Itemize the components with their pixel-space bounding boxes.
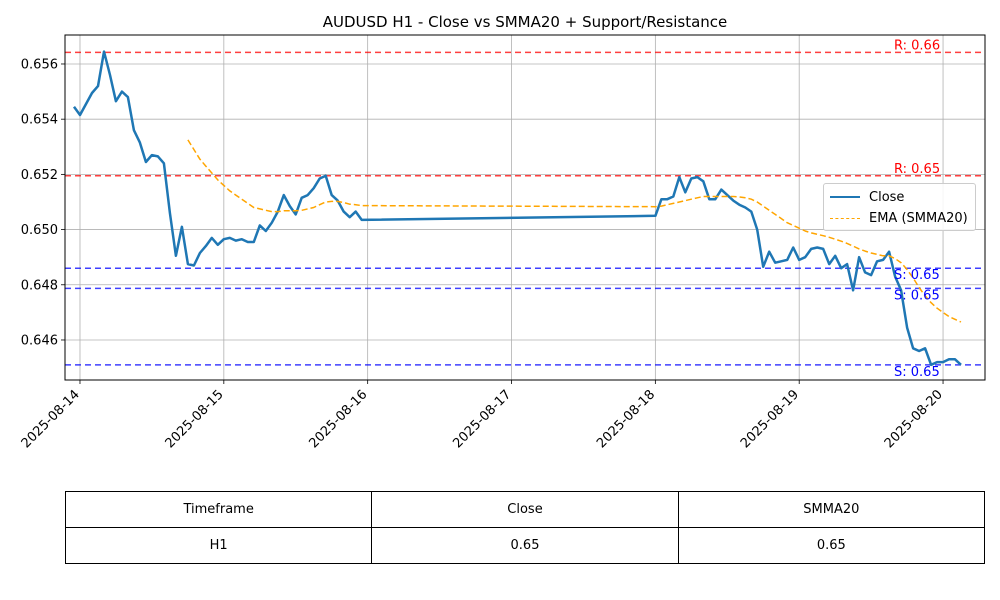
x-tick-label: 2025-08-17 [450, 387, 514, 451]
x-tick-label: 2025-08-19 [738, 387, 802, 451]
y-tick-label: 0.648 [21, 278, 58, 293]
x-axis: 2025-08-14 2025-08-15 2025-08-16 2025-08-17… [19, 380, 946, 451]
y-tick-label: 0.654 [21, 113, 58, 128]
table-header-cell: SMMA20 [677, 491, 986, 528]
x-tick-label: 2025-08-18 [594, 387, 658, 451]
chart-title: AUDUSD H1 - Close vs SMMA20 + Support/Re… [323, 13, 728, 31]
x-tick-label: 2025-08-16 [306, 387, 370, 451]
legend-label-smma20: EMA (SMMA20) [869, 210, 968, 226]
table-header-cell: Timeframe [64, 491, 373, 528]
summary-table: Timeframe Close SMMA20 H1 0.65 0.65 [64, 491, 986, 564]
x-tick-label: 2025-08-14 [19, 387, 83, 451]
y-tick-label: 0.652 [21, 168, 58, 183]
table-row: H1 0.65 0.65 [64, 527, 986, 564]
resistance-label: R: 0.66 [894, 38, 940, 53]
level-labels-layer: R: 0.66 R: 0.65 S: 0.65 S: 0.65 S: 0.65 [894, 38, 940, 379]
plot-frame [64, 34, 986, 381]
y-tick-label: 0.650 [21, 223, 58, 238]
table-cell: H1 [64, 527, 373, 564]
support-label: S: 0.65 [894, 288, 940, 303]
smma20-series-line [187, 139, 962, 323]
levels-layer [65, 51, 985, 366]
legend-swatch-close [830, 196, 860, 198]
series-layer [72, 50, 962, 367]
legend-swatch-smma20 [830, 217, 860, 219]
table-header-cell: Close [371, 491, 679, 528]
y-tick-label: 0.646 [21, 333, 58, 348]
table-header-row: Timeframe Close SMMA20 [64, 491, 986, 528]
table-cell: 0.65 [371, 527, 679, 564]
support-label: S: 0.65 [894, 268, 940, 283]
legend: Close EMA (SMMA20) [823, 183, 976, 231]
table-cell: 0.65 [677, 527, 986, 564]
y-axis: 0.646 0.648 0.650 0.652 0.654 0.656 [21, 57, 65, 348]
support-label: S: 0.65 [894, 365, 940, 380]
legend-item-close: Close [830, 188, 904, 206]
legend-label-close: Close [869, 189, 905, 205]
legend-item-smma20: EMA (SMMA20) [830, 209, 968, 227]
resistance-label: R: 0.65 [894, 162, 940, 177]
y-tick-label: 0.656 [21, 57, 58, 72]
x-tick-label: 2025-08-15 [163, 387, 227, 451]
x-tick-label: 2025-08-20 [882, 387, 946, 451]
close-series-line [72, 50, 962, 367]
